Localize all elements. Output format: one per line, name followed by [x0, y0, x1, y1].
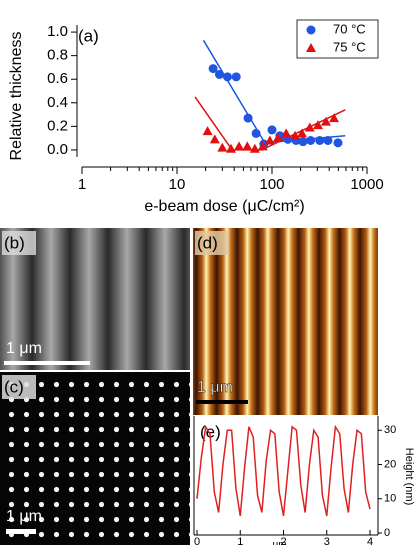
panel-d: (d) 1 μm	[193, 228, 378, 415]
scale-bar-label: 1 μm	[6, 508, 42, 525]
y-tick-label: 0.6	[47, 70, 68, 87]
point	[315, 136, 325, 145]
scale-bar	[196, 400, 248, 404]
label-box	[195, 231, 229, 255]
x-axis-label: e-beam dose (μC/cm²)	[144, 198, 304, 215]
y-tick-label: 0	[384, 527, 390, 539]
trace	[196, 424, 371, 517]
y-tick-label: 30	[384, 424, 396, 436]
panel-label: (a)	[78, 26, 99, 45]
x-tick-label: 1	[78, 176, 86, 193]
point	[306, 136, 316, 145]
point	[281, 128, 292, 138]
y-axis-label: Relative thickness	[8, 32, 25, 161]
y-tick-label: 20	[384, 458, 396, 470]
point	[208, 64, 218, 74]
y-axis-label: Height (nm)	[403, 448, 415, 505]
point	[333, 138, 343, 148]
y-tick-label: 0.8	[47, 47, 68, 64]
point	[251, 128, 261, 138]
point	[225, 143, 236, 153]
point	[242, 141, 253, 151]
point	[323, 136, 333, 145]
point	[272, 133, 283, 143]
legend-marker	[306, 43, 316, 52]
point	[231, 72, 241, 82]
y-tick-label: 0.4	[47, 94, 68, 111]
scale-bar-label: 1 μm	[197, 379, 233, 396]
point	[243, 113, 253, 123]
scale-bar-label: 1 μm	[6, 340, 42, 357]
panel-b: (b) 1 μm	[0, 228, 190, 370]
point	[313, 120, 324, 130]
x-tick-label: 10	[169, 176, 186, 193]
point	[264, 135, 275, 145]
point	[257, 141, 268, 151]
legend-marker	[306, 25, 316, 35]
x-tick-label: 0	[194, 536, 200, 545]
y-tick-label: 0.2	[47, 117, 68, 134]
x-tick-label: 1	[237, 536, 243, 545]
point	[297, 128, 308, 138]
sem-image	[0, 372, 190, 545]
x-axis-label: μm	[272, 540, 286, 545]
point	[214, 70, 224, 79]
point	[290, 130, 301, 140]
point	[304, 122, 315, 132]
x-tick-label: 4	[367, 536, 373, 545]
point	[209, 134, 220, 144]
point	[267, 125, 277, 135]
point	[222, 72, 232, 82]
x-tick-label: 1000	[350, 176, 383, 193]
point	[249, 143, 260, 153]
legend-label: 75 °C	[333, 39, 366, 54]
x-tick-label: 100	[259, 176, 284, 193]
point	[320, 116, 331, 126]
point	[298, 137, 308, 147]
legend-label: 70 °C	[333, 21, 366, 36]
y-tick-label: 1.0	[47, 23, 68, 40]
y-tick-label: 0.0	[47, 141, 68, 158]
point	[234, 141, 245, 151]
label-box	[2, 231, 36, 255]
point	[217, 142, 228, 152]
point	[202, 126, 213, 136]
panel-c: (c) 1 μm	[0, 372, 190, 545]
label-box	[2, 375, 36, 399]
panel-label: (d)	[197, 233, 218, 252]
panel-label: (b)	[4, 233, 25, 252]
scale-bar	[4, 361, 90, 365]
y-tick-label: 10	[384, 493, 396, 505]
point	[329, 113, 340, 123]
x-tick-label: 3	[324, 536, 330, 545]
x-tick-label: 2	[280, 536, 286, 545]
panel-label: (c)	[4, 377, 24, 396]
afm-image	[193, 228, 378, 415]
scale-bar	[6, 529, 36, 534]
